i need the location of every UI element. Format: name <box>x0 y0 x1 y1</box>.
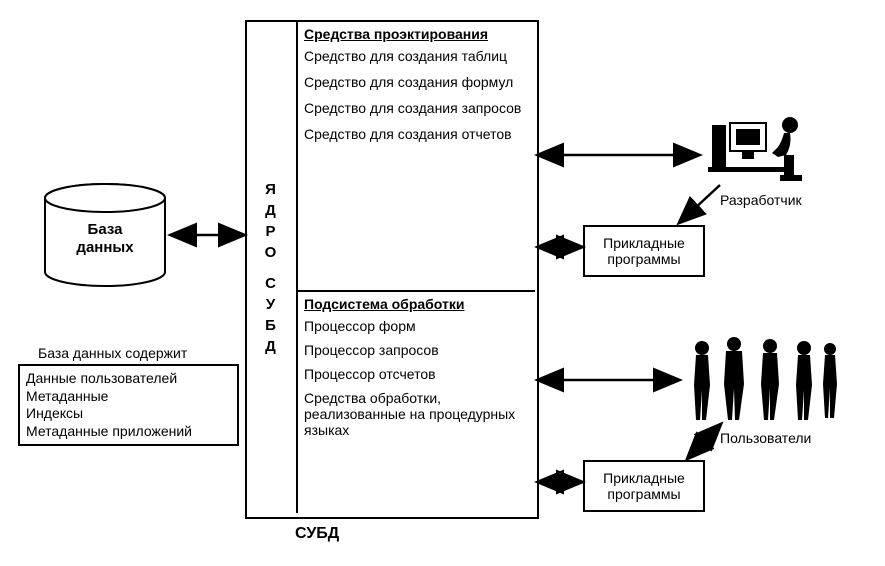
developer-icon <box>700 105 830 190</box>
db-contents-line: Данные пользователей <box>26 370 231 388</box>
design-tools-title: Средства проэктирования <box>304 26 529 42</box>
db-contents-box: Данные пользователей Метаданные Индексы … <box>18 364 239 446</box>
design-tools-section: Средства проэктирования Средство для соз… <box>304 26 529 152</box>
db-contents-line: Метаданные приложений <box>26 423 231 441</box>
design-tools-item: Средство для создания таблиц <box>304 48 529 64</box>
processing-item: Процессор запросов <box>304 342 529 358</box>
processing-item: Процессор форм <box>304 318 529 334</box>
processing-title: Подсистема обработки <box>304 296 529 312</box>
app-programs-box-2: Прикладные программы <box>583 460 705 512</box>
processing-item: Средства обработки, реализованные на про… <box>304 390 529 438</box>
design-tools-item: Средство для создания запросов <box>304 100 529 116</box>
app-programs-box-1: Прикладные программы <box>583 225 705 277</box>
processing-section: Подсистема обработки Процессор форм Проц… <box>304 296 529 448</box>
core-divider <box>296 22 298 513</box>
svg-text:База: База <box>88 221 124 238</box>
core-label-strip: Я Д Р О С У Б Д <box>247 22 295 513</box>
users-icon <box>680 330 860 430</box>
developer-label: Разработчик <box>720 192 802 208</box>
database-cylinder-icon: База данных <box>40 182 170 292</box>
section-divider <box>298 290 535 292</box>
design-tools-item: Средство для создания отчетов <box>304 126 529 142</box>
db-contents-line: Индексы <box>26 405 231 423</box>
diagram-title: СУБД <box>295 525 339 543</box>
design-tools-item: Средство для создания формул <box>304 74 529 90</box>
svg-text:данных: данных <box>76 239 134 256</box>
users-label: Пользователи <box>720 430 811 446</box>
processing-item: Процессор отсчетов <box>304 366 529 382</box>
db-contents-heading: База данных содержит <box>38 345 187 361</box>
db-contents-line: Метаданные <box>26 388 231 406</box>
